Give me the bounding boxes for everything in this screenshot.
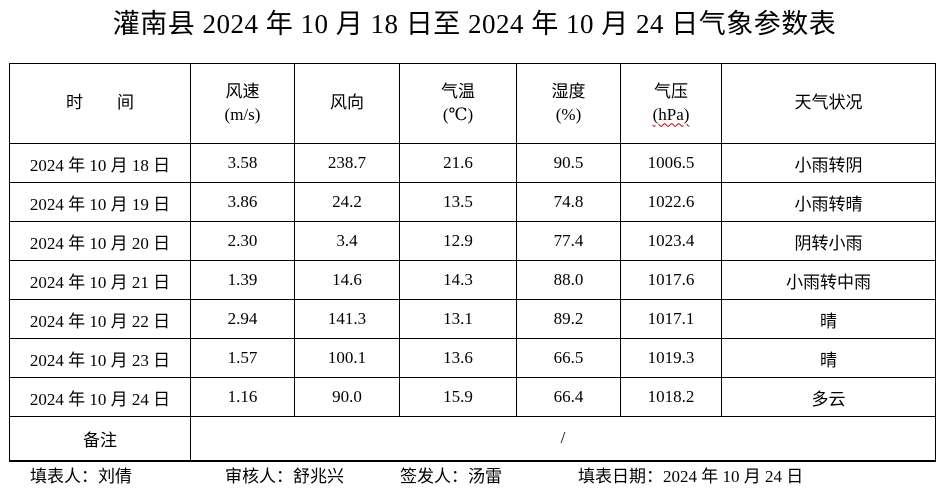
col-header-humidity-label: 湿度 [551, 81, 586, 101]
col-header-pressure: 气压 (hPa) [620, 63, 722, 144]
table-row: 2024 年 10 月 22 日 2.94 141.3 13.1 89.2 10… [9, 299, 936, 339]
col-header-temperature: 气温 (℃) [399, 63, 517, 144]
reviewed-by-label: 审核人：舒兆兴 [225, 467, 344, 486]
col-header-temperature-label: 气温 [441, 81, 475, 101]
cell-pressure: 1023.4 [620, 221, 722, 261]
cell-date: 2024 年 10 月 19 日 [9, 182, 191, 222]
col-header-time: 时 间 [9, 63, 191, 144]
cell-wind-direction: 238.7 [294, 143, 400, 183]
col-header-humidity: 湿度 (%) [516, 63, 621, 144]
cell-weather: 晴 [721, 299, 936, 339]
cell-temperature: 14.3 [399, 260, 517, 300]
cell-wind-direction: 24.2 [294, 182, 400, 222]
cell-wind-speed: 1.39 [190, 260, 295, 300]
cell-wind-speed: 1.16 [190, 377, 295, 417]
col-header-pressure-label: 气压 [654, 81, 688, 101]
cell-date: 2024 年 10 月 18 日 [9, 143, 191, 183]
col-header-wind-direction-label: 风向 [330, 93, 364, 113]
table-row: 2024 年 10 月 18 日 3.58 238.7 21.6 90.5 10… [9, 143, 936, 183]
cell-wind-direction: 90.0 [294, 377, 400, 417]
remarks-value: / [190, 416, 936, 461]
cell-temperature: 13.1 [399, 299, 517, 339]
issued-by-label: 签发人：汤雷 [400, 467, 502, 486]
cell-wind-speed: 3.58 [190, 143, 295, 183]
table-row: 2024 年 10 月 23 日 1.57 100.1 13.6 66.5 10… [9, 338, 936, 378]
col-header-pressure-unit: (hPa) [652, 104, 690, 124]
col-header-time-label: 时 间 [66, 93, 134, 113]
cell-humidity: 66.4 [516, 377, 621, 417]
cell-temperature: 13.6 [399, 338, 517, 378]
table-row: 2024 年 10 月 24 日 1.16 90.0 15.9 66.4 101… [9, 377, 936, 417]
table-row: 2024 年 10 月 21 日 1.39 14.6 14.3 88.0 101… [9, 260, 936, 300]
cell-date: 2024 年 10 月 24 日 [9, 377, 191, 417]
cell-temperature: 13.5 [399, 182, 517, 222]
cell-date: 2024 年 10 月 20 日 [9, 221, 191, 261]
cell-wind-speed: 2.94 [190, 299, 295, 339]
cell-pressure: 1022.6 [620, 182, 722, 222]
cell-temperature: 21.6 [399, 143, 517, 183]
cell-wind-direction: 100.1 [294, 338, 400, 378]
col-header-wind-speed: 风速 (m/s) [190, 63, 295, 144]
col-header-weather-condition: 天气状况 [721, 63, 936, 144]
cell-date: 2024 年 10 月 22 日 [9, 299, 191, 339]
col-header-weather-condition-label: 天气状况 [794, 93, 863, 113]
cell-humidity: 89.2 [516, 299, 621, 339]
col-header-wind-speed-unit: (m/s) [224, 104, 261, 124]
col-header-wind-speed-label: 风速 [225, 81, 260, 101]
cell-wind-direction: 3.4 [294, 221, 400, 261]
cell-weather: 小雨转晴 [721, 182, 936, 222]
cell-weather: 小雨转阴 [721, 143, 936, 183]
col-header-temperature-unit: (℃) [442, 104, 474, 124]
cell-wind-direction: 14.6 [294, 260, 400, 300]
signature-footer: 填表人：刘倩 审核人：舒兆兴 签发人：汤雷 填表日期：2024 年 10 月 2… [0, 462, 949, 492]
cell-humidity: 88.0 [516, 260, 621, 300]
cell-humidity: 90.5 [516, 143, 621, 183]
filled-by-label: 填表人：刘倩 [30, 467, 132, 486]
cell-wind-direction: 141.3 [294, 299, 400, 339]
remarks-label: 备注 [9, 416, 191, 461]
cell-pressure: 1018.2 [620, 377, 722, 417]
cell-humidity: 74.8 [516, 182, 621, 222]
cell-pressure: 1019.3 [620, 338, 722, 378]
cell-weather: 多云 [721, 377, 936, 417]
cell-pressure: 1017.6 [620, 260, 722, 300]
cell-pressure: 1017.1 [620, 299, 722, 339]
cell-weather: 阴转小雨 [721, 221, 936, 261]
cell-temperature: 15.9 [399, 377, 517, 417]
cell-date: 2024 年 10 月 21 日 [9, 260, 191, 300]
cell-wind-speed: 1.57 [190, 338, 295, 378]
form-date-label: 填表日期：2024 年 10 月 24 日 [578, 467, 804, 486]
weather-table: 时 间 风速 (m/s) 风向 气温 (℃) 湿度 (%) [9, 63, 936, 462]
table-row: 2024 年 10 月 20 日 2.30 3.4 12.9 77.4 1023… [9, 221, 936, 261]
cell-weather: 晴 [721, 338, 936, 378]
table-header-row: 时 间 风速 (m/s) 风向 气温 (℃) 湿度 (%) [9, 63, 936, 144]
cell-pressure: 1006.5 [620, 143, 722, 183]
cell-temperature: 12.9 [399, 221, 517, 261]
cell-humidity: 77.4 [516, 221, 621, 261]
col-header-wind-direction: 风向 [294, 63, 400, 144]
cell-date: 2024 年 10 月 23 日 [9, 338, 191, 378]
table-row: 2024 年 10 月 19 日 3.86 24.2 13.5 74.8 102… [9, 182, 936, 222]
cell-wind-speed: 3.86 [190, 182, 295, 222]
cell-wind-speed: 2.30 [190, 221, 295, 261]
cell-humidity: 66.5 [516, 338, 621, 378]
cell-weather: 小雨转中雨 [721, 260, 936, 300]
col-header-humidity-unit: (%) [555, 104, 582, 124]
remarks-row: 备注 / [9, 416, 936, 461]
page-title: 灌南县 2024 年 10 月 18 日至 2024 年 10 月 24 日气象… [112, 9, 837, 39]
